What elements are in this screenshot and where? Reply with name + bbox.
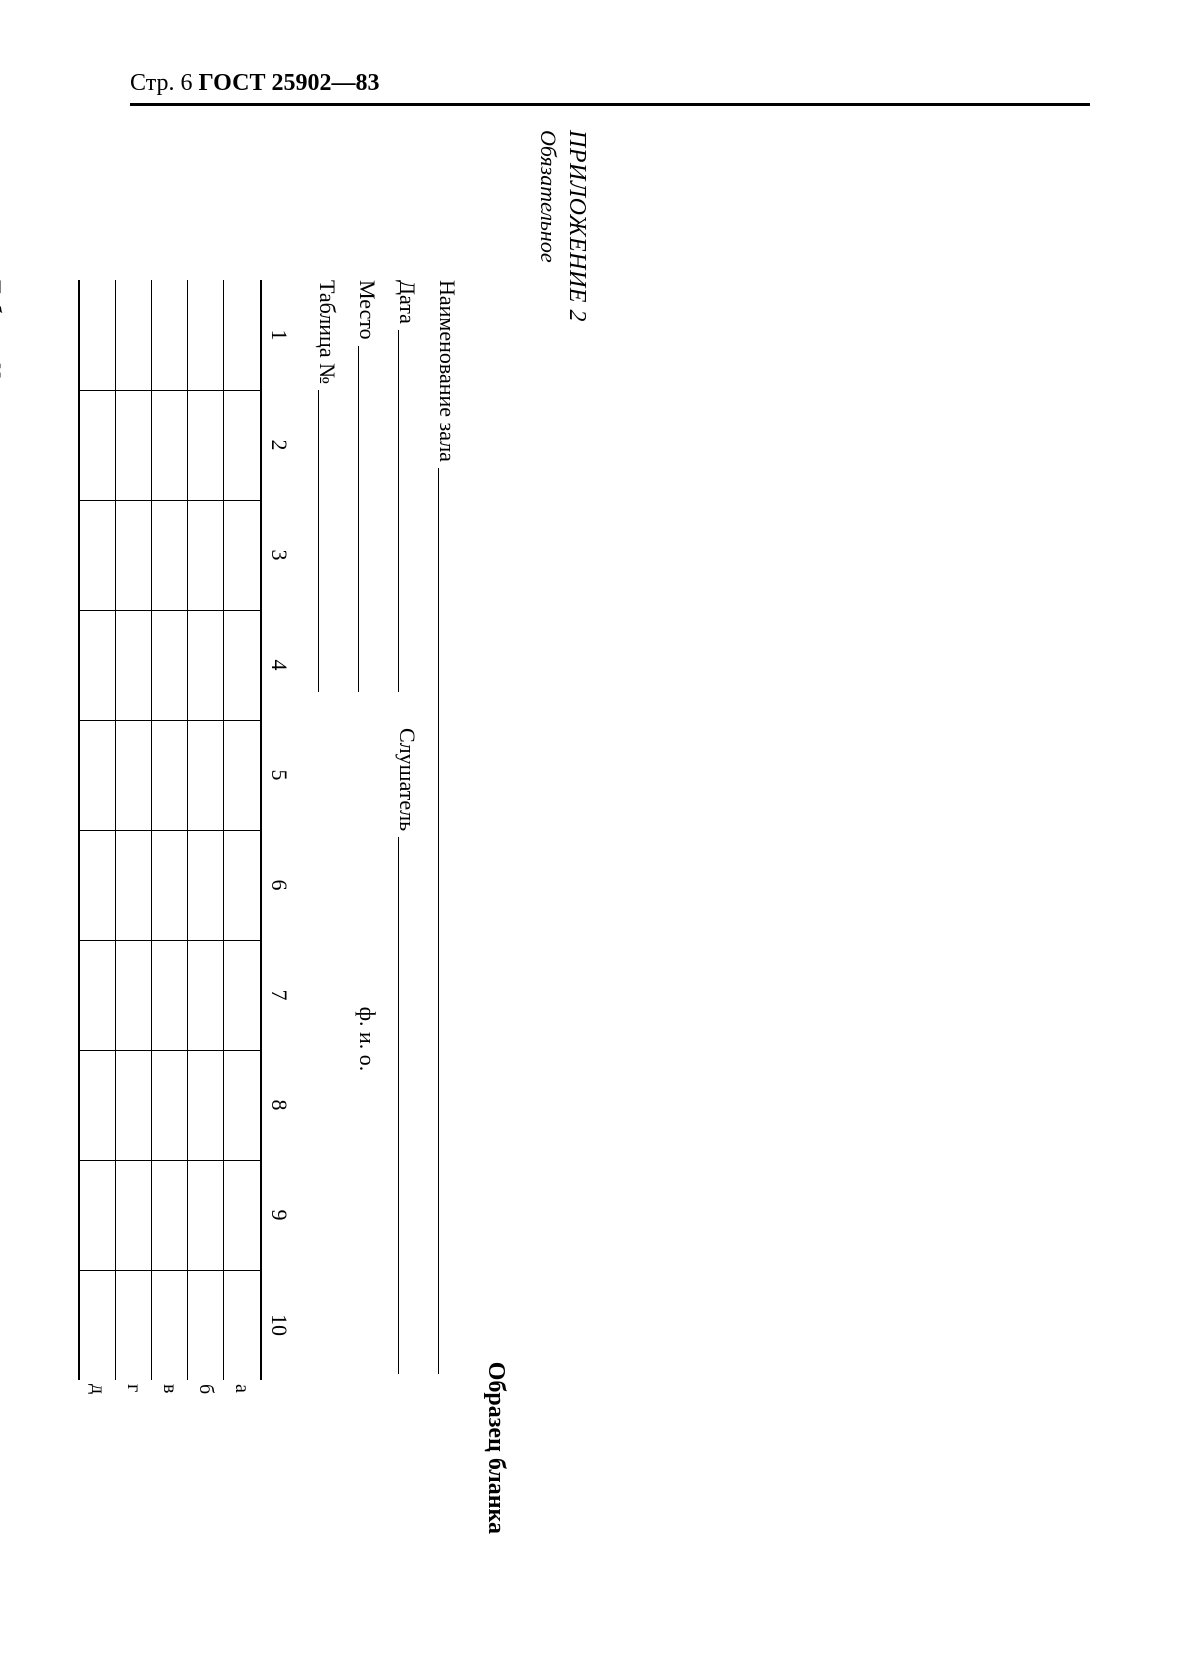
- grid-vline: [80, 1050, 260, 1051]
- appendix-content: ПРИЛОЖЕНИЕ 2 Обязательное Образец бланка…: [0, 130, 590, 1550]
- hall-name-label: Наименование зала: [434, 280, 460, 462]
- grid-vline: [80, 500, 260, 501]
- grid-vline: [80, 940, 260, 941]
- row-label: б: [195, 1384, 218, 1408]
- grid-vline: [80, 1270, 260, 1271]
- grid-vline: [80, 830, 260, 831]
- hall-name-row: Наименование зала: [434, 280, 460, 1380]
- column-header: 2: [262, 390, 292, 500]
- table-no-row-2: Таблица №: [0, 280, 6, 698]
- column-header: 7: [262, 940, 292, 1050]
- page-number: Стр. 6: [130, 70, 192, 96]
- hall-name-blank: [438, 468, 439, 1374]
- answer-grid-1: абвгд: [78, 280, 262, 1380]
- standard-code: ГОСТ 25902—83: [198, 70, 379, 96]
- grid-vline: [80, 720, 260, 721]
- form-title: Образец бланка: [482, 130, 509, 1550]
- row-label: а: [231, 1384, 254, 1408]
- grid-hline: [187, 280, 188, 1380]
- place-blank: [358, 346, 359, 692]
- grid-hline: [115, 280, 116, 1380]
- page-header: Стр. 6 ГОСТ 25902—83: [130, 70, 1090, 106]
- row-label: г: [123, 1384, 146, 1408]
- table-no-row-1: Таблица №: [314, 280, 340, 698]
- column-header: 3: [262, 500, 292, 610]
- date-blank: [398, 330, 399, 692]
- table-no-label-2: Таблица №: [0, 280, 6, 384]
- grid-vline: [80, 390, 260, 391]
- date-listener-row: Дата Слушатель: [394, 280, 420, 1380]
- appendix-title: ПРИЛОЖЕНИЕ 2: [563, 130, 590, 1550]
- fio-label: ф. и. о.: [355, 1007, 380, 1072]
- column-header: 9: [262, 1160, 292, 1270]
- place-fio-row: Место ф. и. о.: [354, 280, 380, 1380]
- column-header: 5: [262, 720, 292, 830]
- listener-label: Слушатель: [394, 728, 420, 831]
- column-header: 4: [262, 610, 292, 720]
- place-label: Место: [354, 280, 380, 340]
- table-no-label-1: Таблица №: [314, 280, 340, 384]
- row-labels-1: абвгд: [80, 1384, 260, 1408]
- column-header: 10: [262, 1270, 292, 1380]
- grid-hline: [223, 280, 224, 1380]
- row-label: в: [159, 1384, 182, 1408]
- listener-blank: [398, 837, 399, 1374]
- grid-vline: [80, 1160, 260, 1161]
- row-label: д: [87, 1384, 110, 1408]
- column-header: 8: [262, 1050, 292, 1160]
- grid-vline: [80, 610, 260, 611]
- column-headers-1: 12345678910: [262, 280, 292, 1380]
- grid-hline: [151, 280, 152, 1380]
- table-no-blank-1: [318, 390, 319, 692]
- date-label: Дата: [394, 280, 420, 324]
- column-header: 1: [262, 280, 292, 390]
- column-header: 6: [262, 830, 292, 940]
- appendix-subtitle: Обязательное: [535, 130, 561, 1550]
